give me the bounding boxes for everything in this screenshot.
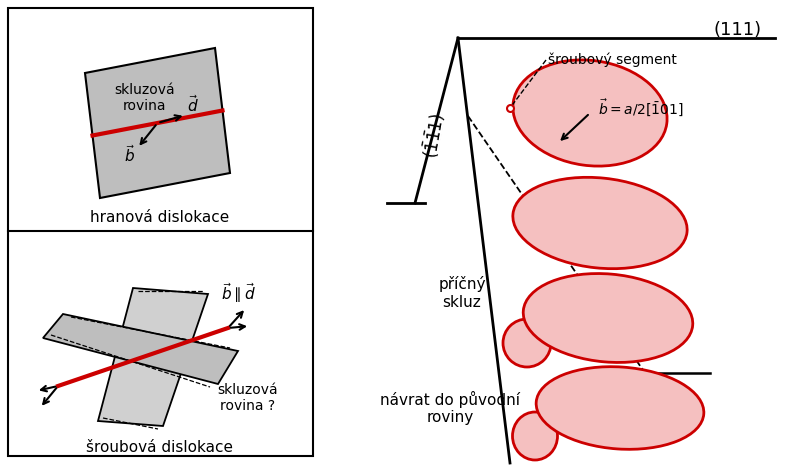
Text: příčný
skluz: příčný skluz bbox=[439, 276, 486, 310]
Ellipse shape bbox=[523, 274, 693, 363]
Ellipse shape bbox=[537, 367, 704, 449]
Text: skluzová
rovina: skluzová rovina bbox=[115, 83, 175, 113]
Text: skluzová
rovina ?: skluzová rovina ? bbox=[217, 383, 279, 413]
Polygon shape bbox=[98, 288, 208, 426]
Text: $\vec{b}$: $\vec{b}$ bbox=[124, 144, 135, 165]
Text: $\vec{d}$: $\vec{d}$ bbox=[186, 95, 198, 116]
Text: šroubová dislokace: šroubová dislokace bbox=[87, 440, 233, 455]
Text: hranová dislokace: hranová dislokace bbox=[91, 211, 229, 226]
Text: (111): (111) bbox=[714, 21, 762, 39]
Ellipse shape bbox=[513, 60, 667, 166]
Polygon shape bbox=[43, 314, 238, 384]
Bar bbox=[8, 8, 313, 456]
Ellipse shape bbox=[503, 319, 551, 367]
Text: $\vec{b}\parallel\vec{d}$: $\vec{b}\parallel\vec{d}$ bbox=[220, 281, 256, 305]
Ellipse shape bbox=[513, 178, 687, 269]
Text: $(\bar{1}\bar{1}1)$: $(\bar{1}\bar{1}1)$ bbox=[419, 112, 449, 160]
Ellipse shape bbox=[513, 412, 557, 460]
Text: šroubový segment: šroubový segment bbox=[548, 53, 677, 67]
Text: $\vec{b}=a/2[\bar{1}01]$: $\vec{b}=a/2[\bar{1}01]$ bbox=[598, 97, 684, 118]
Text: návrat do původní
roviny: návrat do původní roviny bbox=[380, 391, 520, 425]
Polygon shape bbox=[85, 48, 230, 198]
